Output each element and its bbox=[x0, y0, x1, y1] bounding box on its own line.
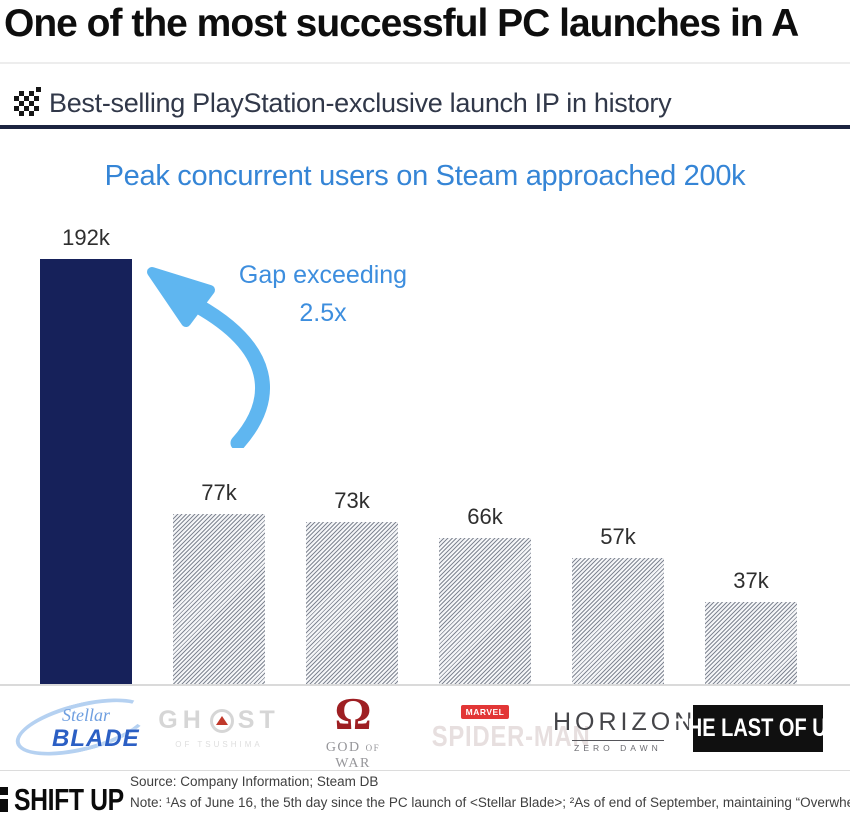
bar-group: 192k bbox=[40, 225, 132, 684]
bar-group: 57k bbox=[572, 524, 664, 684]
bar-chart: 192k 77k 73k 66k 57k 37k bbox=[40, 225, 797, 684]
logo-horizon-zero-dawn: HORIZON ZERO DAWN bbox=[553, 708, 697, 753]
gap-annotation: Gap exceeding 2.5x bbox=[228, 261, 418, 328]
footer-divider bbox=[0, 770, 850, 771]
horizon-divider bbox=[572, 740, 664, 741]
gow-text-god: GOD bbox=[325, 740, 361, 755]
bar-god-of-war bbox=[306, 522, 398, 684]
logo-stellar-blade: Stellar BLADE bbox=[10, 687, 160, 767]
curved-arrow-icon bbox=[147, 267, 270, 448]
bar-the-last-of-us bbox=[705, 602, 797, 684]
bar-value-label: 77k bbox=[201, 480, 237, 505]
gow-text-war: WAR bbox=[335, 756, 371, 771]
bar-horizon-zero-dawn bbox=[572, 558, 664, 684]
bar-group: 37k bbox=[705, 568, 797, 684]
navy-rule bbox=[0, 125, 850, 129]
section-subtitle: Best-selling PlayStation-exclusive launc… bbox=[49, 88, 672, 118]
bar-spider-man bbox=[439, 538, 531, 684]
stellar-main-text: BLADE bbox=[52, 725, 140, 752]
logo-god-of-war: Ω GOD OF WAR bbox=[307, 690, 399, 772]
logo-spider-man: MARVEL SPIDER-MAN bbox=[420, 702, 591, 754]
ghost-main-text: GH ST bbox=[152, 706, 286, 735]
bar-group: 77k bbox=[173, 480, 265, 684]
ghost-mon-icon bbox=[215, 716, 228, 725]
logo-ghost-of-tsushima: GH ST OF TSUSHIMA bbox=[152, 706, 286, 749]
gap-annotation-line2: 2.5x bbox=[299, 299, 347, 327]
chart-baseline bbox=[0, 684, 850, 686]
section-subtitle-row: Best-selling PlayStation-exclusive launc… bbox=[14, 87, 672, 119]
horizon-sub-text: ZERO DAWN bbox=[574, 743, 662, 753]
bar-value-label: 73k bbox=[334, 488, 370, 513]
gow-text-of: OF bbox=[365, 743, 381, 753]
spiderman-text: SPIDER-MAN bbox=[431, 721, 591, 753]
checkered-flag-icon bbox=[14, 87, 41, 116]
source-text: Source: Company Information; Steam DB bbox=[130, 774, 379, 789]
ghost-text-right: ST bbox=[237, 706, 280, 734]
bar-value-label: 192k bbox=[62, 225, 110, 250]
ghost-circle-icon bbox=[209, 708, 234, 733]
logo-the-last-of-us: THE LAST OF US bbox=[676, 705, 840, 752]
page-title: One of the most successful PC launches i… bbox=[4, 2, 799, 45]
chart-title: Peak concurrent users on Steam approache… bbox=[104, 160, 746, 192]
bar-value-label: 57k bbox=[600, 524, 636, 549]
note-text: Note: ¹As of June 16, the 5th day since … bbox=[130, 795, 850, 810]
gap-annotation-line1: Gap exceeding bbox=[238, 261, 408, 289]
bar-group: 66k bbox=[439, 504, 531, 684]
horizon-text: HORIZON bbox=[553, 708, 697, 736]
bar-ghost-of-tsushima bbox=[173, 514, 265, 684]
stellar-script-text: Stellar bbox=[62, 705, 110, 725]
ghost-sub-text: OF TSUSHIMA bbox=[175, 740, 263, 749]
tlou-text: THE LAST OF US bbox=[675, 714, 841, 742]
bar-stellar-blade bbox=[40, 259, 132, 684]
top-divider bbox=[0, 62, 850, 64]
shiftup-logo-text: SHIFT UP bbox=[14, 782, 124, 817]
bar-value-label: 66k bbox=[467, 504, 503, 529]
marvel-badge: MARVEL bbox=[460, 705, 510, 719]
shiftup-logo-icon bbox=[0, 787, 10, 815]
ghost-text-left: GH bbox=[158, 706, 206, 734]
omega-icon: Ω bbox=[334, 688, 372, 739]
bar-group: 73k bbox=[306, 488, 398, 684]
gow-text: GOD OF WAR bbox=[307, 740, 399, 772]
bar-value-label: 37k bbox=[733, 568, 769, 593]
